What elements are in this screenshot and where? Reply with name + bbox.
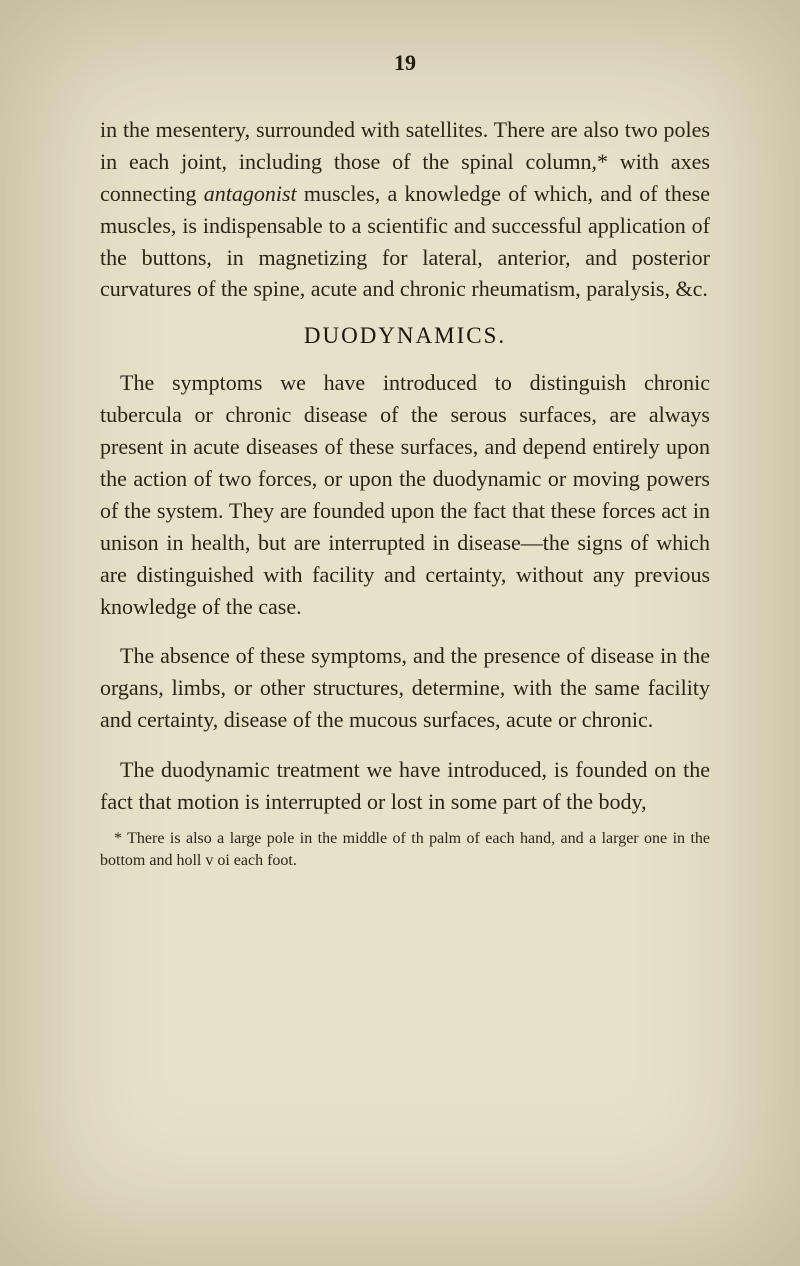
section-heading: DUODYNAMICS. (100, 323, 710, 349)
paragraph-1: in the mesentery, surrounded with satell… (100, 114, 710, 305)
footnote: * There is also a large pole in the midd… (100, 828, 710, 871)
paragraph-4: The duodynamic treatment we have introdu… (100, 754, 710, 818)
italic-word: antagonist (204, 181, 297, 206)
page-number: 19 (100, 50, 710, 76)
paragraph-3: The absence of these symptoms, and the p… (100, 640, 710, 736)
paragraph-2: The symptoms we have introduced to disti… (100, 367, 710, 622)
